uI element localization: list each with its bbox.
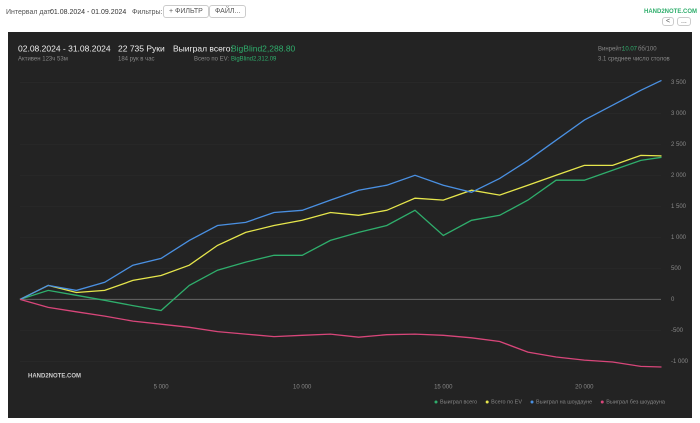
winrate-label: Винрейт: [598,46,623,53]
legend-label: Выиграл всего [440,399,477,405]
file-button[interactable]: ФАЙЛ... [209,5,247,18]
y-tick-label: 2 000 [671,173,687,179]
x-tick-label: 10 000 [293,385,312,391]
tables: 3.1 среднее число столов [598,57,670,63]
legend-label: Выиграл на шоудауне [536,399,592,405]
next-button[interactable]: ... [677,17,691,26]
x-tick-label: 5 000 [154,385,170,391]
series-line [19,298,662,368]
series-line [19,79,662,300]
winrate-value: 10.07 [622,47,638,53]
legend-marker [530,400,534,404]
prev-button[interactable]: < [662,17,675,26]
legend-marker [485,400,489,404]
legend-label: Выиграл без шоудауна [606,399,666,405]
hands: 22 735 Руки [118,43,165,53]
y-tick-label: 2 500 [671,142,687,148]
active: Активен 123ч 53м [18,57,68,63]
filters-label: Фильтры: [132,9,163,16]
legend-marker [600,400,604,404]
toolbar: Интервал дат: 01.08.2024 - 01.09.2024 Фи… [0,0,700,30]
logo: HAND2NOTE.COM [644,9,698,15]
y-tick-label: 3 000 [671,111,687,117]
y-tick-label: -500 [671,328,684,334]
y-tick-label: 1 000 [671,235,687,241]
legend-marker [434,400,438,404]
ev-label: Всего по EV: [194,57,229,63]
date-label: Интервал дат: [6,9,53,16]
watermark: HAND2NOTE.COM [28,374,81,380]
y-tick-label: -1 000 [671,359,689,365]
hands-rate: 184 рук в час [118,57,155,63]
x-tick-label: 20 000 [575,385,594,391]
chart-panel: 02.08.2024 - 31.08.2024 Активен 123ч 53м… [8,32,692,418]
chart: 02.08.2024 - 31.08.2024 Активен 123ч 53м… [18,43,689,405]
y-tick-label: 1 500 [671,204,687,210]
filter-button[interactable]: + ФИЛЬТР [163,5,209,18]
series-line [19,154,662,300]
y-tick-label: 500 [671,266,682,272]
period: 02.08.2024 - 31.08.2024 [18,43,111,53]
x-tick-label: 15 000 [434,385,453,391]
y-tick-label: 3 500 [671,80,687,86]
series-line [19,156,662,312]
won-value: BigBlind2,288.80 [231,43,296,53]
legend-label: Всего по EV [491,399,522,405]
date-range[interactable]: 01.08.2024 - 01.09.2024 [50,9,127,16]
y-tick-label: 0 [671,297,675,303]
won-label: Выиграл всего: [173,43,233,53]
ev-value: BigBlind2,312.09 [231,57,277,63]
winrate-unit: бб/100 [638,47,657,53]
